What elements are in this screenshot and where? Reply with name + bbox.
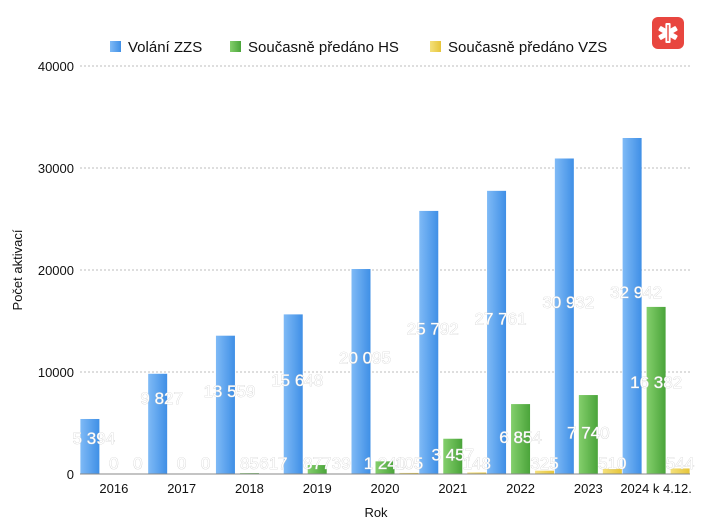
data-label-zzs: 20 095 <box>339 349 391 368</box>
y-tick-label: 40000 <box>38 59 74 74</box>
bar-zzs <box>148 373 168 474</box>
x-tick-label: 2022 <box>506 481 535 496</box>
data-label-hs: 0 <box>177 454 186 473</box>
x-tick-label: 2023 <box>574 481 603 496</box>
bar-hs <box>578 395 598 474</box>
legend-swatch <box>230 41 241 52</box>
data-label-zzs: 9 827 <box>140 389 183 408</box>
y-tick-label: 20000 <box>38 263 74 278</box>
bar-vzs <box>602 468 622 474</box>
bar-vzs <box>670 468 690 474</box>
bar-zzs <box>487 190 507 474</box>
bar-vzs <box>535 470 555 474</box>
data-label-zzs: 25 792 <box>407 319 459 338</box>
data-label-zzs: 15 648 <box>271 371 323 390</box>
data-label-vzs: 0 <box>133 454 142 473</box>
star-of-life-icon <box>652 17 684 49</box>
bar-hs <box>307 465 327 474</box>
data-label-hs: 7 740 <box>567 424 610 443</box>
bar-hs <box>646 306 666 474</box>
data-label-hs: 6 854 <box>499 428 542 447</box>
data-label-vzs: 617 <box>259 454 287 473</box>
data-label-hs: 16 382 <box>630 373 682 392</box>
legend-swatch <box>110 41 121 52</box>
x-tick-label: 2021 <box>438 481 467 496</box>
data-label-vzs: 544 <box>666 454 694 473</box>
data-label-hs: 0 <box>109 454 118 473</box>
bar-vzs <box>467 472 487 474</box>
data-label-zzs: 30 932 <box>542 293 594 312</box>
bar-zzs <box>283 314 303 474</box>
data-label-vzs: 325 <box>530 454 558 473</box>
x-tick-label: 2024 k 4.12. <box>620 481 692 496</box>
bar-vzs <box>399 472 419 474</box>
legend: Volání ZZS Současně předáno HS Současně př… <box>110 39 607 56</box>
legend-label: Současně předáno VZS <box>448 39 607 56</box>
data-label-zzs: 13 559 <box>203 382 255 401</box>
data-label-zzs: 5 394 <box>73 429 116 448</box>
y-tick-label: 0 <box>67 467 74 482</box>
data-label-vzs: 510 <box>598 454 626 473</box>
data-label-vzs: 105 <box>395 454 423 473</box>
data-label-hs: 85 <box>240 454 259 473</box>
bars <box>80 137 690 475</box>
x-tick-label: 2020 <box>371 481 400 496</box>
legend-label: Volání ZZS <box>128 39 202 56</box>
grid-lines <box>80 65 690 373</box>
x-tick-label: 2018 <box>235 481 264 496</box>
axes: 0 10000 20000 30000 40000 2016 2017 2018 2019 202… <box>38 59 692 496</box>
data-label-hs: 3 457 <box>432 445 475 464</box>
bar-hs <box>511 404 531 474</box>
data-label-hs: 877 <box>303 454 331 473</box>
legend-label: Současně předáno HS <box>248 39 399 56</box>
x-tick-label: 2016 <box>99 481 128 496</box>
x-axis-title: Rok <box>364 505 388 520</box>
bar-zzs <box>351 269 371 474</box>
legend-swatch <box>430 41 441 52</box>
bar-zzs <box>419 210 439 474</box>
data-label-zzs: 32 942 <box>610 283 662 302</box>
x-tick-label: 2017 <box>167 481 196 496</box>
data-label-zzs: 27 761 <box>475 309 527 328</box>
bar-hs <box>375 461 395 474</box>
bar-hs <box>443 438 463 474</box>
bar-zzs <box>554 158 574 475</box>
data-label-hs: 1 240 <box>364 454 407 473</box>
data-label-vzs: 39 <box>332 454 351 473</box>
y-tick-label: 10000 <box>38 365 74 380</box>
bar-zzs <box>622 137 642 475</box>
bar-zzs <box>215 335 235 474</box>
data-label-vzs: 148 <box>463 454 491 473</box>
y-tick-label: 30000 <box>38 161 74 176</box>
x-tick-label: 2019 <box>303 481 332 496</box>
y-axis-title: Počet aktivací <box>10 229 25 310</box>
data-label-vzs: 0 <box>201 454 210 473</box>
bar-zzs <box>80 418 100 474</box>
